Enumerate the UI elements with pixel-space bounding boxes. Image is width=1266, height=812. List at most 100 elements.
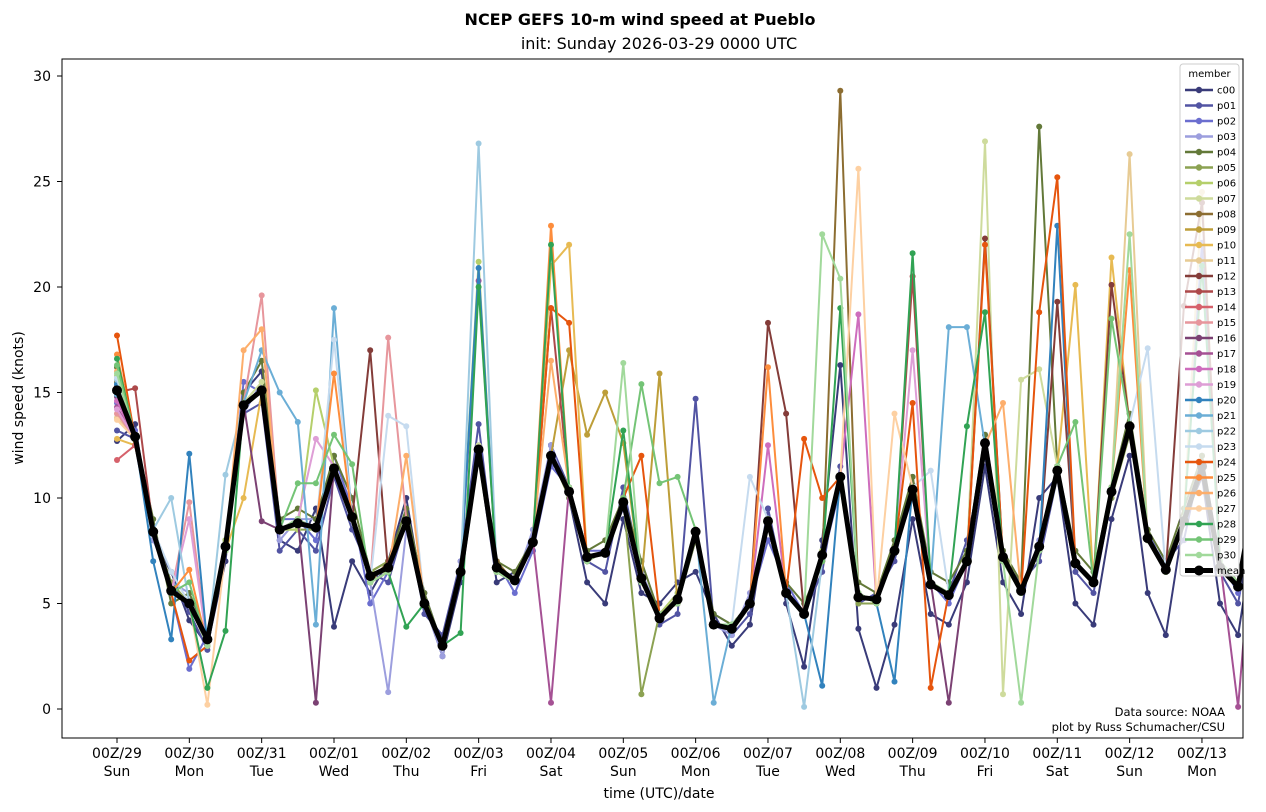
member-point-p20 [819, 682, 826, 689]
legend-swatch-marker [1195, 350, 1203, 357]
mean-point-mean [292, 518, 303, 529]
member-point-c00 [927, 611, 934, 617]
x-tick-label: 00Z/01 [309, 746, 359, 762]
member-point-p19 [312, 435, 319, 442]
member-point-p10 [1253, 484, 1259, 490]
legend-item-p06: p06 [1185, 179, 1236, 190]
member-point-p28 [222, 627, 229, 634]
member-point-p22 [168, 495, 175, 501]
member-point-p02 [367, 600, 374, 607]
mean-point-mean [835, 471, 846, 482]
mean-point-mean [148, 526, 159, 537]
member-point-p08 [1253, 484, 1259, 490]
member-point-p09 [602, 389, 609, 396]
member-point-p21 [312, 621, 319, 628]
legend-label: p08 [1217, 210, 1236, 221]
mean-point-mean [708, 619, 719, 630]
member-point-p24 [638, 452, 645, 459]
member-point-p23 [331, 336, 337, 343]
x-tick-weekday: Fri [977, 764, 994, 780]
legend-item-c00: c00 [1185, 86, 1235, 97]
member-point-p12 [1253, 484, 1259, 490]
mean-point-mean [961, 556, 972, 567]
mean-point-mean [600, 547, 611, 558]
member-point-p18 [855, 311, 862, 318]
y-tick-label: 5 [42, 597, 51, 613]
legend-label: p21 [1217, 411, 1236, 422]
mean-point-mean [1034, 541, 1045, 552]
legend-item-p26: p26 [1185, 489, 1236, 500]
legend-label: p12 [1217, 272, 1236, 283]
mean-point-mean [763, 516, 773, 527]
mean-point-mean [799, 609, 810, 619]
member-point-p18 [1253, 484, 1259, 490]
member-point-p29 [186, 579, 193, 586]
member-point-p12 [1108, 281, 1115, 288]
member-point-p02 [1253, 484, 1259, 490]
legend-swatch-marker [1195, 164, 1203, 171]
member-point-c00 [1253, 516, 1259, 522]
x-tick-weekday: Sat [1046, 764, 1069, 780]
legend-label: p30 [1217, 551, 1236, 562]
member-point-p24 [566, 319, 573, 326]
member-point-p01 [692, 395, 699, 402]
mean-series-group [112, 385, 1243, 651]
legend-label: p28 [1217, 520, 1236, 531]
mean-point-mean [690, 526, 701, 537]
mean-point-mean [527, 537, 538, 548]
legend-swatch-marker [1195, 117, 1203, 125]
legend-swatch-marker [1195, 102, 1203, 109]
legend-label: p04 [1217, 148, 1236, 159]
mean-point-mean [220, 541, 231, 552]
member-point-c00 [602, 600, 609, 607]
member-point-p09 [584, 431, 591, 438]
legend-item-p27: p27 [1185, 504, 1236, 515]
mean-point-mean [1142, 533, 1153, 544]
mean-point-mean [166, 585, 177, 596]
legend-swatch-marker [1195, 551, 1203, 559]
legend-item-p03: p03 [1185, 132, 1236, 143]
member-point-c00 [837, 362, 844, 369]
legend-item-p28: p28 [1185, 520, 1236, 531]
member-point-p19 [114, 406, 120, 413]
legend-item-p07: p07 [1185, 194, 1236, 205]
credit-data-source: Data source: NOAA [1115, 705, 1225, 719]
member-point-p19 [1253, 484, 1259, 490]
chart-title: NCEP GEFS 10-m wind speed at Pueblo [465, 10, 816, 29]
member-point-p28 [963, 423, 970, 430]
mean-point-mean [726, 623, 737, 634]
member-point-c00 [855, 625, 862, 632]
member-point-p15 [258, 292, 265, 299]
x-tick-label: 00Z/10 [960, 746, 1010, 762]
member-point-p12 [765, 319, 771, 326]
member-point-p20 [186, 450, 193, 457]
mean-point-mean [980, 438, 990, 449]
member-point-p20 [168, 636, 175, 643]
x-tick-weekday: Sat [539, 764, 562, 780]
legend-label: p01 [1217, 101, 1236, 112]
member-point-p10 [114, 435, 120, 442]
member-point-p20 [475, 265, 482, 271]
member-point-p10 [566, 241, 573, 248]
legend-swatch-marker [1195, 505, 1203, 512]
member-point-p25 [114, 351, 120, 358]
x-tick-label: 00Z/13 [1177, 746, 1227, 762]
legend-item-p30: p30 [1185, 551, 1236, 562]
member-point-p12 [982, 235, 988, 242]
member-point-p07 [258, 378, 265, 385]
legend-swatch-marker [1195, 365, 1203, 373]
legend-label: p24 [1217, 458, 1236, 469]
member-point-p20 [891, 678, 898, 685]
member-point-p24 [927, 684, 934, 691]
member-point-p02 [511, 590, 518, 596]
mean-point-mean [202, 634, 213, 645]
legend-swatch-marker [1195, 210, 1203, 218]
member-point-p05 [1253, 484, 1259, 490]
member-point-p22 [222, 471, 229, 478]
member-point-p28 [620, 427, 627, 434]
member-point-p29 [349, 461, 356, 468]
legend-swatch-marker [1194, 565, 1204, 576]
member-point-c00 [873, 684, 880, 691]
member-point-p17 [548, 699, 554, 706]
member-point-p02 [186, 665, 193, 672]
